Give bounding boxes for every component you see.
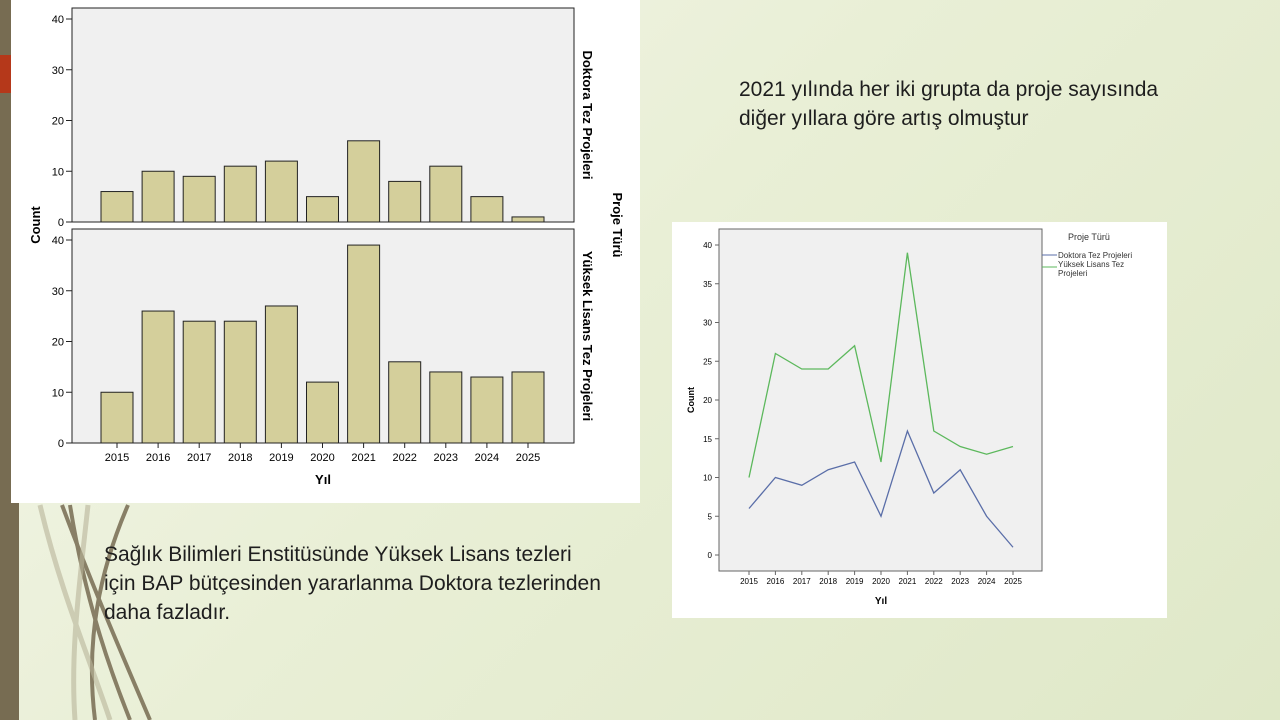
line-x-axis-label: Yıl [875, 596, 887, 607]
bar-2024 [470, 376, 504, 444]
bar-2025 [511, 371, 545, 444]
line-y-tick-label: 10 [703, 474, 712, 483]
y-axis-label: Count [28, 206, 43, 244]
bar-2019 [264, 305, 298, 444]
bar-2016 [141, 170, 175, 223]
series-line-doktora [748, 429, 1014, 548]
x-tick-label: 2024 [475, 452, 499, 464]
bar-2023 [429, 371, 463, 444]
bar-2018 [223, 165, 257, 223]
line-x-tick-label: 2017 [793, 577, 811, 586]
panel-title: Proje Türü [610, 192, 625, 257]
y-tick-label: 30 [52, 65, 64, 77]
bar-2022 [388, 361, 422, 444]
bar-chart-panel: 0 10 20 30 40 0 10 20 30 40 2015 2016 2017 2018 2019 20… [11, 0, 640, 503]
line-y-tick-label: 5 [708, 512, 713, 521]
series-line-yuksek-lisans [748, 252, 1014, 478]
accent-block [0, 55, 11, 93]
line-x-tick-label: 2024 [978, 577, 996, 586]
bar-2020 [306, 381, 339, 444]
line-y-tick-label: 35 [703, 280, 712, 289]
bar-2021 [347, 140, 381, 223]
bar-2021 [347, 244, 381, 444]
bar-chart: 0 10 20 30 40 0 10 20 30 40 2015 2016 2017 2018 2019 20… [28, 7, 625, 487]
line-x-tick-label: 2023 [951, 577, 969, 586]
line-x-tick-label: 2015 [740, 577, 758, 586]
x-tick-label: 2020 [310, 452, 334, 464]
decorative-curves [37, 504, 152, 720]
bar-2017 [182, 175, 216, 223]
bar-2022 [388, 180, 422, 223]
x-axis-label: Yıl [315, 472, 331, 487]
line-y-tick-label: 40 [703, 241, 712, 250]
bar-2016 [141, 310, 175, 444]
legend-title: Proje Türü [1068, 232, 1110, 242]
line-y-tick-label: 25 [703, 357, 712, 366]
bar-2023 [429, 165, 463, 223]
line-x-tick-label: 2020 [872, 577, 890, 586]
x-tick-label: 2016 [146, 452, 170, 464]
x-tick-label: 2021 [351, 452, 375, 464]
y-tick-label: 10 [52, 387, 64, 399]
legend-item-yuksek-lisans: Yüksek Lisans Tez Projeleri [1058, 260, 1124, 278]
bar-2018 [223, 320, 257, 444]
line-y-tick-label: 30 [703, 319, 712, 328]
y-tick-label: 40 [52, 235, 64, 247]
legend-item-doktora: Doktora Tez Projeleri [1058, 251, 1132, 260]
x-tick-label: 2019 [269, 452, 293, 464]
line-y-tick-label: 0 [708, 551, 713, 560]
line-x-tick-label: 2016 [767, 577, 785, 586]
x-tick-label: 2023 [434, 452, 458, 464]
x-tick-label: 2025 [516, 452, 540, 464]
y-tick-label: 10 [52, 166, 64, 178]
x-tick-label: 2015 [105, 452, 129, 464]
y-tick-label: 30 [52, 286, 64, 298]
y-tick-label: 0 [58, 217, 64, 229]
x-tick-label: 2022 [392, 452, 416, 464]
line-plot-area [718, 228, 1043, 572]
x-tick-label: 2017 [187, 452, 211, 464]
line-x-tick-label: 2019 [846, 577, 864, 586]
bar-2015 [100, 391, 134, 444]
bar-2015 [100, 191, 134, 223]
bar-2024 [470, 196, 504, 223]
bar-2017 [182, 320, 216, 444]
note-left: Sağlık Bilimleri Enstitüsünde Yüksek Lis… [104, 543, 601, 624]
line-x-tick-label: 2018 [819, 577, 837, 586]
y-tick-label: 20 [52, 116, 64, 128]
panel-label-doktora: Doktora Tez Projeleri [580, 50, 595, 179]
bar-2019 [264, 160, 298, 223]
y-tick-label: 0 [58, 438, 64, 450]
line-y-axis-label: Count [686, 387, 696, 413]
line-x-tick-label: 2022 [925, 577, 943, 586]
y-tick-label: 20 [52, 337, 64, 349]
bar-2020 [306, 196, 339, 223]
panel-label-yuksek-lisans: Yüksek Lisans Tez Projeleri [580, 251, 595, 421]
line-y-tick-label: 20 [703, 396, 712, 405]
bar-2025 [511, 216, 545, 223]
y-tick-label: 40 [52, 14, 64, 26]
x-tick-label: 2018 [228, 452, 252, 464]
line-chart-panel: 0 5 10 15 20 25 30 35 40 2015 2016 2017 2018 2019 2020… [672, 222, 1167, 618]
line-x-tick-label: 2025 [1004, 577, 1022, 586]
line-x-tick-label: 2021 [899, 577, 917, 586]
line-y-tick-label: 15 [703, 435, 712, 444]
note-right: 2021 yılında her iki grupta da proje say… [739, 78, 1159, 130]
